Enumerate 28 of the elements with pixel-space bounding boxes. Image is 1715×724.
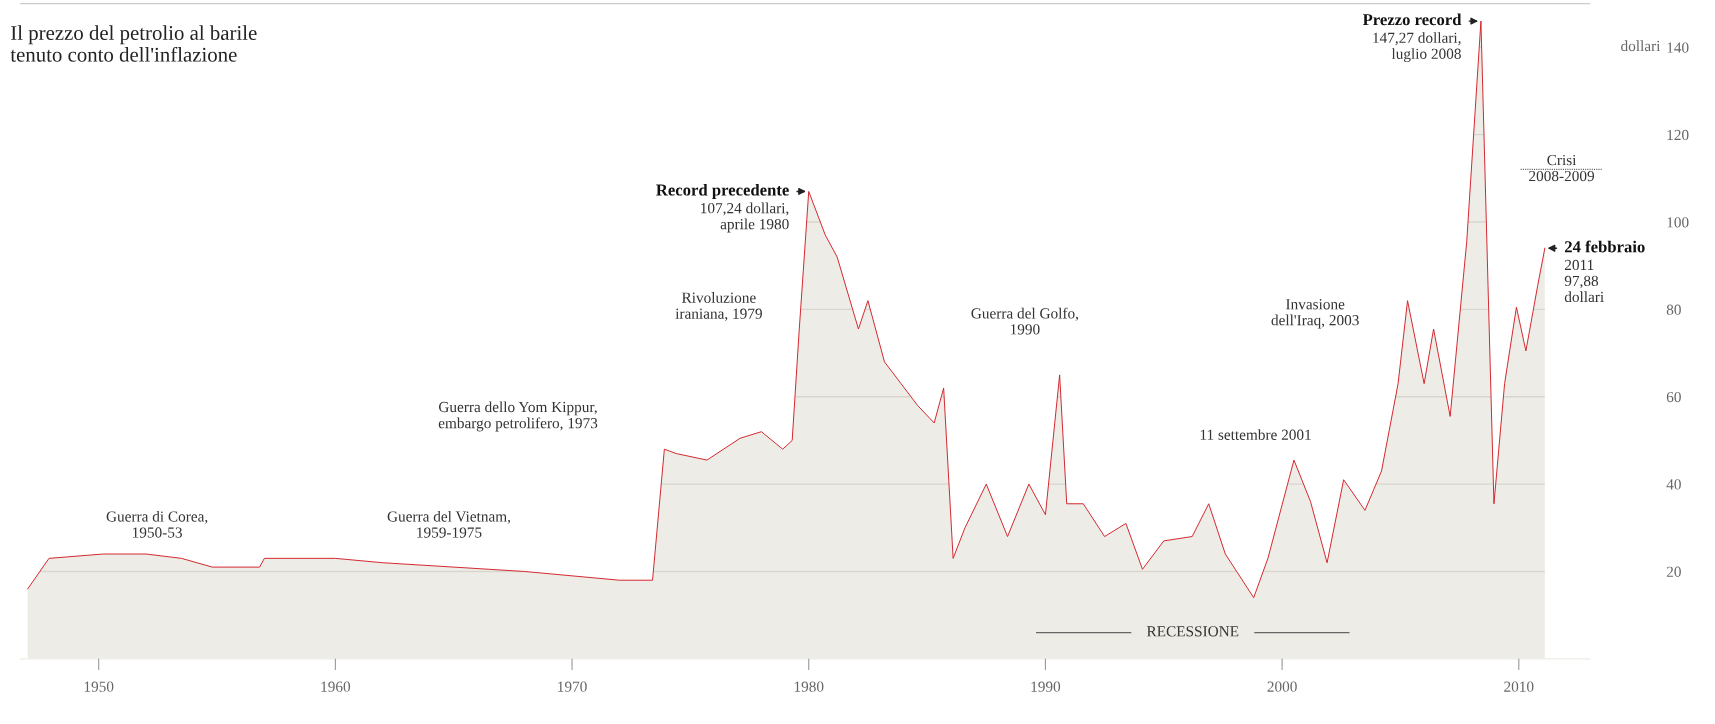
y-tick-label: 120 (1667, 129, 1689, 141)
text: Il prezzo del petrolio al barile tenuto conto dell'inflazione (10, 25, 257, 62)
annotation: Guerra di Corea, 1950-53 (106, 510, 208, 538)
y-tick-label: 140 (1667, 42, 1689, 53)
x-tick-label: 1960 (321, 681, 351, 692)
annotation: Guerra del Golfo, 1990 (971, 307, 1079, 335)
x-tick-label: 1970 (558, 681, 587, 692)
y-tick-label: 80 (1666, 304, 1681, 315)
y-tick-label: 20 (1666, 566, 1681, 577)
y-tick-label: 40 (1666, 479, 1681, 490)
x-tick-label: 1950 (84, 681, 114, 692)
annotation: RECESSIONE (1146, 626, 1239, 637)
y-axis-title: dollari (1621, 40, 1661, 52)
x-tick-label: 2000 (1267, 681, 1297, 692)
annotation: Rivoluzione iraniana, 1979 (675, 292, 762, 321)
annotation: Guerra del Vietnam, 1959-1975 (387, 510, 510, 538)
y-tick-label: 100 (1667, 217, 1689, 228)
annotation: Crisi 2008-2009 (1529, 154, 1595, 182)
x-tick-label: 2010 (1504, 681, 1534, 692)
annotation: Record precedente 107,24 dollari, aprile 1980 (656, 183, 789, 233)
annotation: 24 febbraio 2011 97,88 dollari (1564, 240, 1645, 303)
annotation: Guerra dello Yom Kippur, embargo petrolifero, 1973 (438, 401, 598, 432)
x-tick-label: 1990 (1031, 681, 1061, 692)
annotation: Invasione dell'Iraq, 2003 (1271, 299, 1359, 329)
annotation: 11 settembre 2001 (1200, 429, 1311, 440)
x-tick-label: 1980 (794, 681, 824, 692)
y-tick-label: 60 (1666, 391, 1681, 403)
annotation: Prezzo record 147,27 dollari, luglio 2008 (1362, 13, 1462, 63)
